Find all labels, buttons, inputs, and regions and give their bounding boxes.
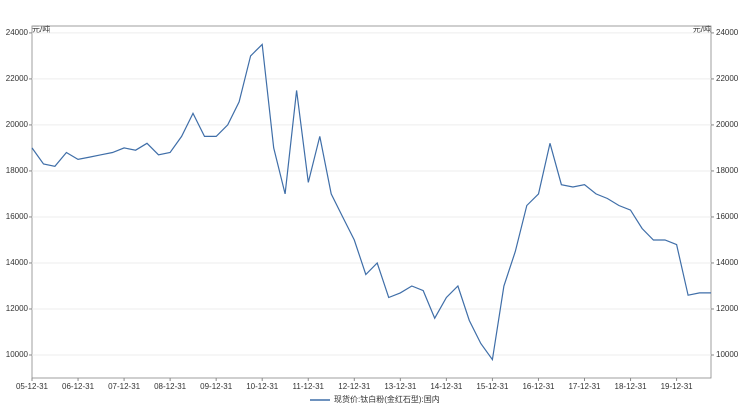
line-series — [31, 43, 711, 362]
y-unit: 元/吨 — [32, 24, 50, 34]
y-tick-label: 14000 — [6, 258, 29, 267]
y-tick-label: 12000 — [6, 304, 29, 313]
y2-tick-label: 18000 — [716, 166, 739, 175]
y2-tick-label: 20000 — [716, 120, 739, 129]
y-tick-label: 10000 — [6, 350, 29, 359]
y2-tick-label: 16000 — [716, 212, 739, 221]
y2-tick-label: 22000 — [716, 74, 739, 83]
x-tick-label: 13-12-31 — [384, 382, 417, 391]
x-tick-label: 09-12-31 — [200, 382, 233, 391]
x-tick-label: 14-12-31 — [430, 382, 463, 391]
x-tick-label: 12-12-31 — [338, 382, 371, 391]
x-tick-label: 05-12-31 — [16, 382, 49, 391]
y2-unit: 元/吨 — [693, 24, 711, 34]
y-tick-label: 18000 — [6, 166, 29, 175]
x-tick-label: 15-12-31 — [476, 382, 509, 391]
y-tick-label: 24000 — [6, 28, 29, 37]
x-tick-label: 08-12-31 — [154, 382, 187, 391]
y2-tick-label: 24000 — [716, 28, 739, 37]
legend-label: 现货价:钛白粉(金红石型):国内 — [334, 394, 440, 404]
x-tick-label: 06-12-31 — [62, 382, 95, 391]
x-tick-label: 10-12-31 — [246, 382, 279, 391]
y2-tick-label: 12000 — [716, 304, 739, 313]
y2-tick-label: 10000 — [716, 350, 739, 359]
x-tick-label: 11-12-31 — [293, 382, 325, 391]
x-tick-label: 18-12-31 — [615, 382, 648, 391]
y-tick-label: 20000 — [6, 120, 29, 129]
plot-frame — [31, 25, 712, 379]
x-tick-label: 17-12-31 — [568, 382, 601, 391]
x-tick-label: 16-12-31 — [522, 382, 555, 391]
y-tick-label: 22000 — [6, 74, 29, 83]
x-tick-label: 07-12-31 — [108, 382, 141, 391]
x-tick-label: 19-12-31 — [661, 382, 694, 391]
y-tick-label: 16000 — [6, 212, 29, 221]
y2-tick-label: 14000 — [716, 258, 739, 267]
